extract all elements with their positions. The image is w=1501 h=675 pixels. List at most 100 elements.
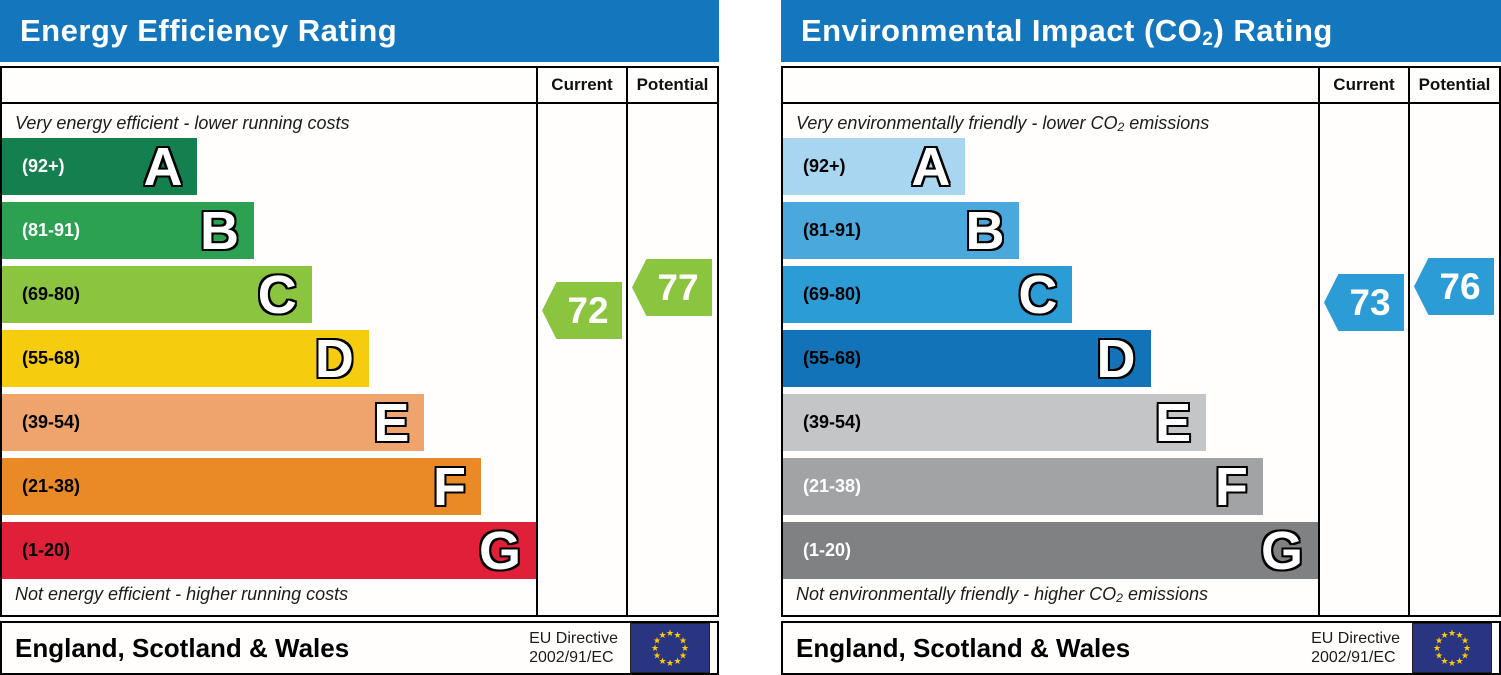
- band-letter: B: [965, 200, 1005, 261]
- band-letter: E: [1155, 392, 1192, 453]
- band-letter: G: [478, 520, 521, 581]
- svg-text:★: ★: [666, 658, 674, 668]
- energy-bands: (92+) A (81-91) B (69-80) C (55-68) D (39-54…: [2, 138, 536, 579]
- svg-text:★: ★: [1435, 636, 1443, 646]
- region-label: England, Scotland & Wales: [15, 632, 350, 663]
- svg-text:★: ★: [658, 656, 666, 666]
- svg-text:★: ★: [679, 651, 687, 661]
- environmental-caption-bottom: Not environmentally friendly - higher CO…: [796, 584, 1208, 606]
- environmental-band-d: (55-68) D: [783, 330, 1151, 387]
- environmental-footer-bar: England, Scotland & Wales EU Directive 2…: [781, 621, 1501, 675]
- band-letter: F: [1214, 456, 1248, 517]
- energy-efficiency-panel: Energy Efficiency Rating Current Potenti…: [0, 0, 719, 675]
- environmental-current-cell: 73: [1318, 104, 1408, 615]
- environmental-band-g: (1-20) G: [783, 522, 1318, 579]
- band-range: (39-54): [803, 412, 862, 432]
- svg-text:★: ★: [1433, 643, 1441, 653]
- band-letter: E: [373, 392, 410, 453]
- band-letter: D: [1096, 328, 1136, 389]
- band-range: (21-38): [803, 476, 862, 496]
- svg-text:★: ★: [1435, 651, 1443, 661]
- band-letter: B: [200, 200, 240, 261]
- eu-flag-icon: ★ ★ ★ ★ ★ ★ ★ ★ ★ ★ ★ ★: [1412, 623, 1492, 673]
- environmental-caption-top: Very environmentally friendly - lower CO…: [796, 113, 1210, 135]
- energy-footer-bar: England, Scotland & Wales EU Directive 2…: [0, 621, 719, 675]
- svg-text:★: ★: [1455, 656, 1463, 666]
- energy-potential-rating-arrow: 77: [632, 259, 712, 316]
- environmental-panel-title: Environmental Impact (CO2) Rating: [801, 13, 1333, 51]
- energy-band-area: Very energy efficient - lower running co…: [2, 104, 536, 615]
- energy-band-e: (39-54) E: [2, 392, 425, 453]
- eu-directive-label: EU Directive 2002/91/EC: [529, 629, 618, 666]
- band-range: (92+): [803, 156, 846, 176]
- environmental-rating-table: Current Potential Very environmentally f…: [781, 66, 1501, 617]
- energy-panel-title: Energy Efficiency Rating: [20, 13, 398, 48]
- environmental-band-e: (39-54) E: [783, 392, 1207, 453]
- svg-text:★: ★: [1461, 636, 1469, 646]
- eu-flag-icon: ★ ★ ★ ★ ★ ★ ★ ★ ★ ★ ★ ★: [630, 623, 710, 673]
- environmental-potential-cell: 76: [1408, 104, 1499, 615]
- environmental-band-c: (69-80) C: [783, 264, 1073, 325]
- energy-current-value: 72: [567, 289, 609, 331]
- energy-title-bar: Energy Efficiency Rating: [0, 0, 719, 62]
- energy-band-g: (1-20) G: [2, 522, 536, 579]
- environmental-table-body: Very environmentally friendly - lower CO…: [783, 104, 1499, 615]
- band-range: (81-91): [22, 220, 81, 240]
- svg-text:★: ★: [1448, 628, 1456, 638]
- svg-text:★: ★: [666, 628, 674, 638]
- energy-potential-cell: 77: [626, 104, 717, 615]
- svg-text:★: ★: [1461, 651, 1469, 661]
- energy-potential-column-header: Potential: [626, 68, 717, 102]
- band-letter: D: [314, 328, 354, 389]
- energy-band-f: (21-38) F: [2, 458, 481, 515]
- band-letter: G: [1260, 520, 1303, 581]
- band-range: (92+): [22, 156, 65, 176]
- eu-directive-label: EU Directive 2002/91/EC: [1311, 629, 1400, 666]
- energy-band-c: (69-80) C: [2, 266, 312, 323]
- environmental-title-bar: Environmental Impact (CO2) Rating: [781, 0, 1501, 62]
- environmental-bands: (92+) A (81-91) B (69-80) C (55-68) D (39-54…: [783, 138, 1318, 579]
- band-letter: C: [1018, 264, 1058, 325]
- region-label: England, Scotland & Wales: [796, 632, 1131, 663]
- energy-band-d: (55-68) D: [2, 330, 369, 387]
- band-letter: A: [911, 136, 951, 197]
- energy-potential-value: 77: [657, 266, 699, 308]
- band-range: (21-38): [22, 476, 81, 496]
- energy-header-spacer: [2, 68, 536, 102]
- svg-text:★: ★: [1448, 658, 1456, 668]
- energy-table-body: Very energy efficient - lower running co…: [2, 104, 717, 615]
- environmental-header-spacer: [783, 68, 1318, 102]
- energy-current-rating-arrow: 72: [542, 282, 622, 339]
- environmental-impact-panel: Environmental Impact (CO2) Rating Curren…: [781, 0, 1501, 675]
- band-range: (39-54): [22, 412, 81, 432]
- energy-caption-top: Very energy efficient - lower running co…: [15, 113, 350, 133]
- energy-rating-table: Current Potential Very energy efficient …: [0, 66, 719, 617]
- environmental-band-f: (21-38) F: [783, 458, 1263, 515]
- svg-text:★: ★: [673, 656, 681, 666]
- energy-band-a: (92+) A: [2, 136, 198, 197]
- environmental-table-header-row: Current Potential: [783, 68, 1499, 104]
- band-letter: C: [257, 264, 297, 325]
- environmental-potential-rating-arrow: 76: [1414, 258, 1494, 315]
- energy-caption-bottom: Not energy efficient - higher running co…: [15, 584, 349, 604]
- environmental-current-rating-arrow: 73: [1324, 274, 1404, 331]
- band-range: (55-68): [22, 348, 81, 368]
- energy-band-b: (81-91) B: [2, 200, 255, 261]
- environmental-band-b: (81-91) B: [783, 200, 1020, 261]
- environmental-potential-value: 76: [1439, 265, 1481, 307]
- band-letter: F: [432, 456, 466, 517]
- svg-text:★: ★: [651, 643, 659, 653]
- svg-text:★: ★: [673, 630, 681, 640]
- environmental-potential-column-header: Potential: [1408, 68, 1499, 102]
- energy-table-header-row: Current Potential: [2, 68, 717, 104]
- band-letter: A: [143, 136, 183, 197]
- band-range: (69-80): [22, 284, 81, 304]
- band-range: (1-20): [22, 540, 71, 560]
- svg-text:★: ★: [679, 636, 687, 646]
- energy-current-column-header: Current: [536, 68, 626, 102]
- svg-text:★: ★: [653, 636, 661, 646]
- svg-text:★: ★: [653, 651, 661, 661]
- energy-current-cell: 72: [536, 104, 626, 615]
- environmental-band-a: (92+) A: [783, 136, 966, 197]
